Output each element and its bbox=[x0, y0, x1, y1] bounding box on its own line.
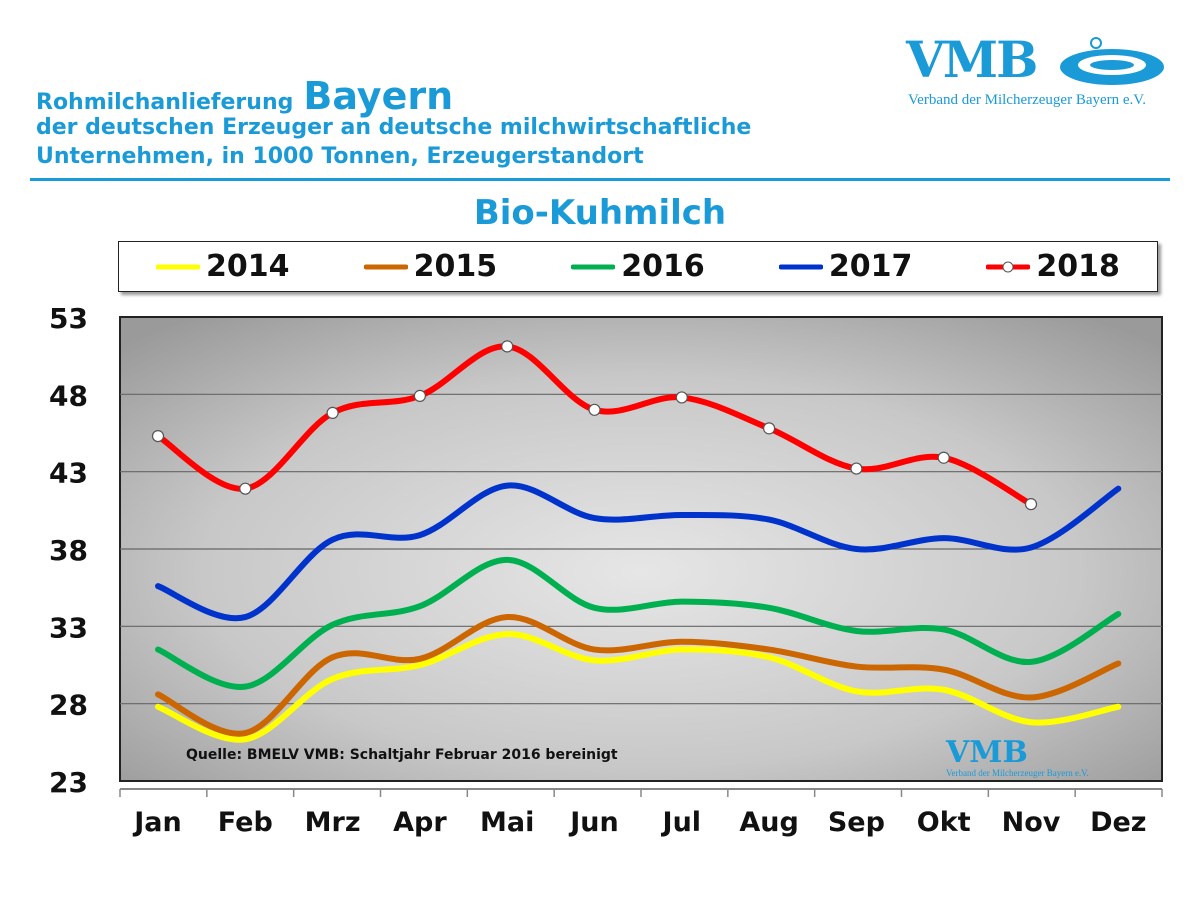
data-point-2018 bbox=[326, 406, 339, 419]
legend-swatch bbox=[986, 261, 1031, 272]
source-note: Quelle: BMELV VMB: Schaltjahr Februar 20… bbox=[186, 747, 618, 763]
series-line-2016 bbox=[155, 556, 1122, 690]
x-tick-label: Jul bbox=[661, 807, 702, 838]
y-tick-label: 53 bbox=[49, 302, 88, 335]
data-point-2018 bbox=[588, 403, 601, 416]
chart-title: Bio-Kuhmilch bbox=[473, 193, 727, 233]
logo-subtitle: Verband der Milcherzeuger Bayern e.V. bbox=[908, 92, 1146, 108]
x-tick-label: Mai bbox=[480, 807, 534, 838]
title-prefix: Rohmilchanlieferung bbox=[36, 90, 294, 115]
y-tick-label: 33 bbox=[49, 611, 88, 644]
subtitle-line-2: der deutschen Erzeuger an deutsche milch… bbox=[36, 115, 752, 140]
legend-label: 2018 bbox=[1036, 249, 1120, 284]
legend-swatch bbox=[363, 264, 408, 269]
data-point-2018 bbox=[675, 391, 688, 404]
header-divider bbox=[30, 178, 1170, 181]
x-tick-label: Jan bbox=[132, 807, 182, 838]
legend-item-2018: 2018 bbox=[986, 249, 1120, 284]
data-point-2018 bbox=[850, 462, 863, 475]
series-line-2017 bbox=[155, 482, 1122, 622]
y-tick-label: 38 bbox=[49, 534, 88, 567]
y-tick-label: 23 bbox=[49, 766, 88, 799]
series-line-2014 bbox=[155, 631, 1122, 743]
x-tick-label: Jun bbox=[568, 807, 619, 838]
watermark-logo-subtitle: Verband der Milcherzeuger Bayern e.V. bbox=[946, 768, 1089, 778]
title-region: Bayern bbox=[303, 74, 454, 118]
legend-swatch bbox=[571, 264, 616, 269]
data-point-2018 bbox=[762, 422, 776, 435]
y-tick-label: 43 bbox=[49, 457, 88, 490]
legend-label: 2016 bbox=[621, 249, 705, 284]
header-title: Rohmilchanlieferung Bayern bbox=[36, 74, 453, 118]
x-tick-label: Sep bbox=[828, 807, 885, 838]
data-point-2018 bbox=[151, 429, 165, 443]
legend-label: 2017 bbox=[828, 249, 913, 284]
legend-label: 2014 bbox=[206, 249, 290, 284]
x-tick-label: Feb bbox=[218, 807, 273, 838]
data-point-2018 bbox=[1024, 498, 1038, 511]
x-tick-label: Apr bbox=[393, 807, 447, 838]
legend-swatch bbox=[156, 264, 201, 269]
x-tick-label: Dez bbox=[1090, 807, 1146, 838]
header-subtitle: der deutschen Erzeuger an deutsche milch… bbox=[36, 113, 751, 171]
data-point-2018 bbox=[413, 389, 426, 402]
legend-swatch bbox=[778, 264, 823, 269]
data-point-2018 bbox=[937, 451, 950, 464]
vmb-logo: VMB Verband der Milcherzeuger Bayern e.V… bbox=[906, 30, 1171, 115]
series-line-2018 bbox=[155, 343, 1034, 508]
x-tick-label: Aug bbox=[739, 807, 798, 838]
legend-label: 2015 bbox=[413, 249, 498, 284]
x-tick-label: Okt bbox=[917, 807, 971, 838]
legend-item-2014: 2014 bbox=[156, 249, 290, 284]
data-point-2018 bbox=[501, 340, 514, 353]
watermark-logo: VMB bbox=[945, 735, 1028, 770]
logo-text: VMB bbox=[906, 30, 1038, 89]
legend-item-2016: 2016 bbox=[571, 249, 705, 284]
y-tick-label: 48 bbox=[49, 379, 88, 412]
logo-drop-icon bbox=[1060, 37, 1164, 85]
y-tick-label: 28 bbox=[49, 689, 88, 722]
plot-background bbox=[119, 316, 1163, 782]
x-tick-label: Mrz bbox=[305, 807, 361, 838]
series-line-2015 bbox=[155, 614, 1122, 737]
x-tick-label: Nov bbox=[1002, 807, 1061, 838]
legend: 2014 2015 2016 2017 2018 bbox=[118, 241, 1158, 292]
subtitle-line-3: Unternehmen, in 1000 Tonnen, Erzeugersta… bbox=[36, 144, 644, 169]
legend-item-2015: 2015 bbox=[363, 249, 498, 284]
data-point-2018 bbox=[239, 482, 252, 495]
legend-item-2017: 2017 bbox=[778, 249, 913, 284]
